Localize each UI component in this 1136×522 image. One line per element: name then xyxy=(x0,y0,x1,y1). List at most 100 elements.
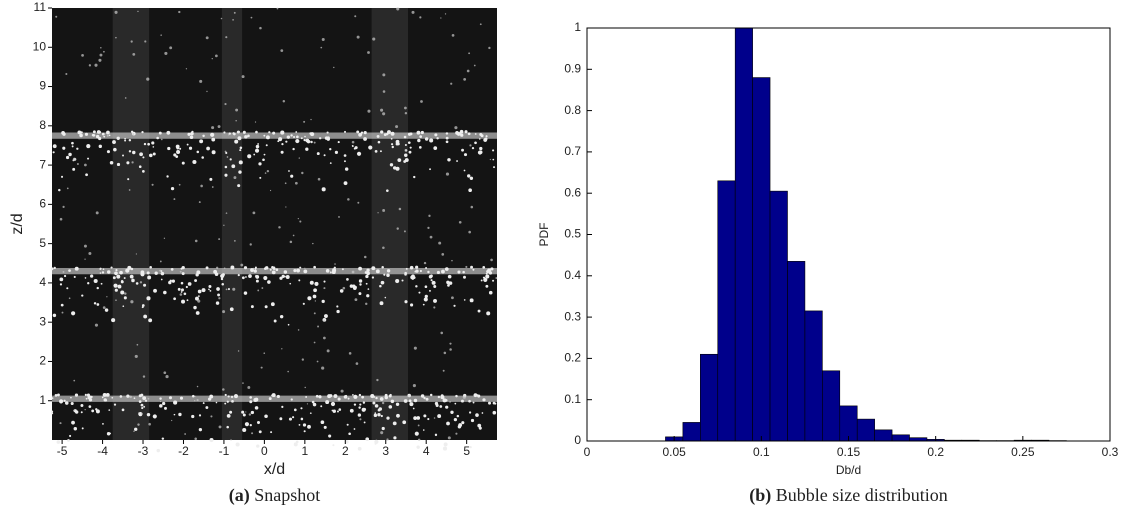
bubble xyxy=(379,284,382,288)
bubble xyxy=(72,167,76,171)
bubble xyxy=(264,172,267,174)
y-tick-label: 0.1 xyxy=(564,392,581,406)
bubble xyxy=(358,279,363,283)
bubble xyxy=(313,341,316,344)
bubble xyxy=(416,416,421,420)
bubble xyxy=(417,438,421,442)
bubble xyxy=(423,396,426,400)
bubble xyxy=(112,276,116,280)
bubble xyxy=(358,406,361,409)
bubble xyxy=(217,293,221,297)
bubble xyxy=(258,162,262,166)
bubble xyxy=(94,323,99,327)
x-tick-label: -2 xyxy=(178,444,189,458)
bubble xyxy=(104,308,109,312)
bubble xyxy=(275,268,279,272)
bubble xyxy=(173,297,176,301)
bubble xyxy=(245,411,247,413)
bubble xyxy=(447,284,450,287)
x-tick-label: 0.2 xyxy=(927,445,944,459)
bubble xyxy=(285,206,287,208)
bubble xyxy=(467,132,471,136)
bubble xyxy=(71,145,74,148)
bubble xyxy=(101,132,105,136)
bubble xyxy=(98,144,102,148)
bubble xyxy=(292,135,296,139)
bubble xyxy=(312,402,317,407)
bubble xyxy=(108,134,111,137)
y-axis-label: PDF xyxy=(537,223,551,247)
bubble xyxy=(346,278,349,281)
bubble xyxy=(329,162,332,165)
bubble xyxy=(419,135,423,138)
bubble xyxy=(326,131,329,134)
bubble xyxy=(337,397,341,401)
bubble xyxy=(196,385,199,388)
bubble xyxy=(415,265,419,269)
bubble xyxy=(316,360,319,363)
bubble xyxy=(435,403,439,407)
bubble xyxy=(377,140,381,144)
bubble xyxy=(418,291,421,294)
bubble xyxy=(481,412,484,414)
bubble xyxy=(151,141,155,145)
bubble xyxy=(477,309,481,313)
x-tick-label: 4 xyxy=(423,444,430,458)
bubble xyxy=(272,131,276,135)
bubble xyxy=(146,412,151,417)
bubble xyxy=(181,272,185,276)
bubble xyxy=(179,270,182,273)
bubble xyxy=(79,133,83,138)
bubble xyxy=(341,268,344,271)
bubble xyxy=(70,401,74,406)
y-tick-label: 7 xyxy=(39,157,46,171)
histogram-bar xyxy=(804,310,823,442)
bubble xyxy=(71,141,74,145)
bubble xyxy=(381,265,384,269)
bubble xyxy=(156,136,159,140)
bubble xyxy=(469,445,472,449)
bubble xyxy=(242,413,246,417)
bubble xyxy=(226,425,229,429)
bubble xyxy=(434,433,438,437)
bubble xyxy=(471,146,475,150)
bubble xyxy=(238,170,242,174)
bubble xyxy=(179,396,184,400)
bubble xyxy=(326,349,330,353)
bubble xyxy=(197,299,201,303)
bubble xyxy=(449,401,451,403)
bubble xyxy=(338,216,340,218)
bubble xyxy=(73,275,76,278)
bubble xyxy=(251,432,254,435)
bubble xyxy=(148,318,153,323)
bubble xyxy=(462,395,466,399)
bubble xyxy=(181,266,185,270)
bubble xyxy=(237,136,242,141)
bubble xyxy=(451,259,453,262)
bubble xyxy=(347,198,350,201)
bubble xyxy=(220,277,224,281)
bubble xyxy=(137,10,139,13)
bubble xyxy=(437,395,441,399)
bubble xyxy=(386,273,390,278)
bubble xyxy=(77,130,82,135)
bubble xyxy=(461,399,464,403)
bubble xyxy=(142,169,145,173)
bubble xyxy=(408,395,410,398)
bubble xyxy=(127,265,132,270)
bubble xyxy=(198,201,201,204)
bubble xyxy=(285,140,288,143)
bubble xyxy=(162,401,166,406)
bubble xyxy=(490,258,493,262)
y-tick-label: 4 xyxy=(39,275,46,289)
bubble xyxy=(102,422,104,425)
bubble xyxy=(280,150,284,154)
bubble xyxy=(233,239,236,242)
bubble xyxy=(181,161,185,165)
bubble xyxy=(424,294,428,299)
bubble xyxy=(363,421,366,424)
bubble xyxy=(470,205,474,209)
axes-frame xyxy=(586,27,1111,442)
bubble xyxy=(224,165,228,169)
bubble xyxy=(141,306,144,309)
